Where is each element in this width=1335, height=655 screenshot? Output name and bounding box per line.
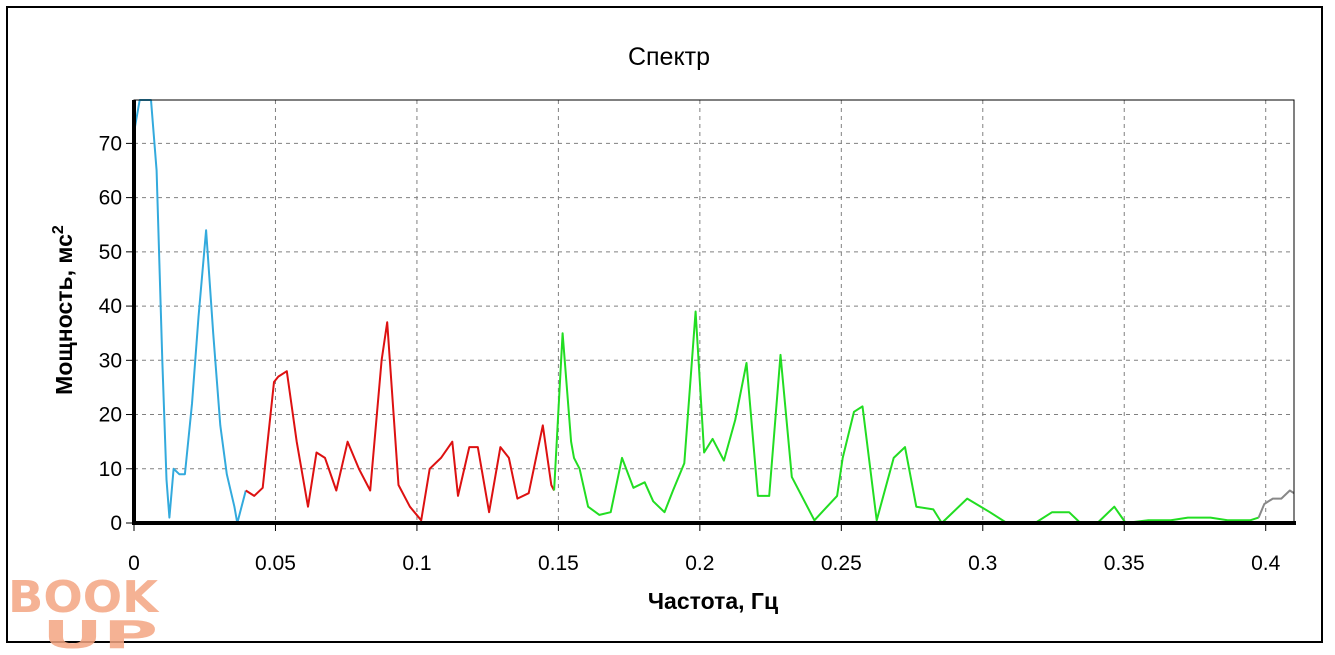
x-tick-label: 0.1: [402, 552, 431, 575]
y-tick-labels: 0 10 20 30 40 50 60 70: [99, 132, 134, 535]
x-tick-labels: 0 0.05 0.1 0.15 0.2 0.25 0.3 0.35 0.4: [128, 523, 1281, 575]
y-tick-label: 0: [110, 512, 122, 535]
x-tick-label: 0.15: [538, 552, 579, 575]
y-tick-label: 60: [99, 187, 122, 210]
x-tick-label: 0.4: [1251, 552, 1281, 575]
series-line-lf: [245, 321, 555, 522]
series-line-tail: [1257, 489, 1295, 518]
watermark-line1: BOOK: [8, 572, 160, 623]
x-tick-label: 0.35: [1104, 552, 1145, 575]
y-tick-label: 10: [99, 458, 122, 481]
x-tick-label: 0.05: [255, 552, 296, 575]
y-tick-label: 30: [99, 349, 122, 372]
y-tick-label: 20: [99, 404, 122, 427]
y-tick-label: 70: [99, 132, 122, 155]
y-axis-label-text: Мощность, мс: [51, 234, 77, 395]
chart-frame: [6, 6, 1323, 643]
y-tick-label: 40: [99, 295, 122, 318]
x-axis-label: Частота, Гц: [648, 588, 778, 614]
x-tick-label: 0.2: [685, 552, 714, 575]
chart-title: Спектр: [628, 43, 710, 71]
watermark-logo: BOOK UP: [8, 572, 160, 655]
y-tick-label: 50: [99, 241, 122, 264]
series-group: [133, 99, 1295, 524]
x-tick-label: 0.25: [821, 552, 862, 575]
series-line-hf: [553, 310, 1259, 524]
series-line-vlf: [133, 99, 247, 524]
y-axis-label-superscript: 2: [50, 225, 67, 234]
watermark-line2: UP: [42, 613, 158, 655]
grid: [134, 100, 1294, 523]
plot-border: [133, 99, 1295, 524]
x-tick-label: 0: [128, 552, 140, 575]
x-tick-label: 0.3: [968, 552, 997, 575]
y-axis-label: Мощность, мс2: [50, 225, 77, 395]
